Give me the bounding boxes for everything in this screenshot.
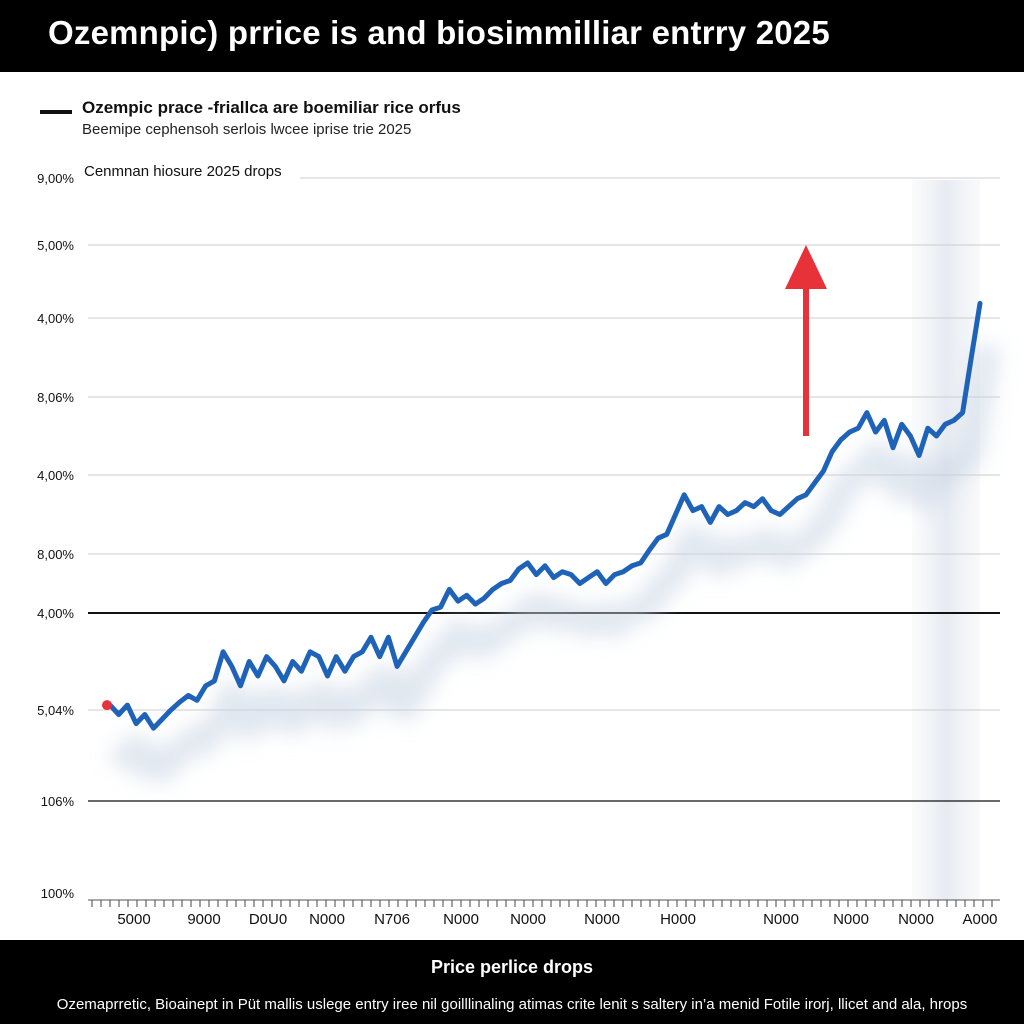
y-tick-label: 106%: [41, 794, 75, 809]
series-shadow: [108, 343, 1001, 784]
x-tick-label: D0U0: [249, 911, 287, 928]
series-line: [107, 300, 983, 731]
x-tick-label: 9000: [187, 911, 220, 928]
start-marker: [102, 700, 112, 711]
chart-subtitle: Beemipe cephensoh serlois lwcee iprise t…: [82, 121, 412, 138]
y-tick-label: 4,00%: [37, 311, 74, 326]
y-tick-label: 5,04%: [37, 703, 74, 718]
up-arrow-head: [785, 245, 827, 289]
x-tick-label: N000: [763, 911, 799, 928]
x-tick-label: 5000: [117, 911, 150, 928]
x-tick-label: A000: [962, 911, 997, 928]
footer-caption: Ozemaprretic, Bioainept in Püt mallis us…: [56, 996, 968, 1013]
legend-swatch: [40, 110, 72, 114]
highlight-band: [912, 180, 980, 900]
x-tick-label: N000: [510, 911, 546, 928]
header-bar: [0, 0, 1024, 72]
y-tick-label: 4,00%: [37, 468, 74, 483]
footer-bar: [0, 940, 1024, 1024]
y-tick-label: 5,00%: [37, 238, 74, 253]
y-tick-label: 100%: [41, 886, 75, 901]
y-tick-label: 8,00%: [37, 547, 74, 562]
x-tick-label: N000: [898, 911, 934, 928]
x-tick-label: N000: [833, 911, 869, 928]
x-tick-label: N706: [374, 911, 410, 928]
line-chart: 9,00% 5,00% 4,00% 8,06% 4,00% 8,00% 4,00% 5,04%…: [37, 171, 1001, 928]
x-tick-label: N000: [584, 911, 620, 928]
legend-label: Ozempic prace -friallca are boemiliar ri…: [82, 98, 461, 117]
x-tick-label: N000: [309, 911, 345, 928]
y-tick-label: 9,00%: [37, 171, 74, 186]
y-tick-label: 8,06%: [37, 390, 74, 405]
y-tick-label: 4,00%: [37, 606, 74, 621]
footer-title: Price perlice drops: [430, 957, 594, 977]
x-tick-label: N000: [443, 911, 479, 928]
chart-annotation: Cenmnan hiosure 2025 drops: [84, 163, 282, 180]
chart-title: Ozemnpic) prrice is and biosimmilliar en…: [48, 14, 830, 51]
x-tick-label: H000: [660, 911, 696, 928]
